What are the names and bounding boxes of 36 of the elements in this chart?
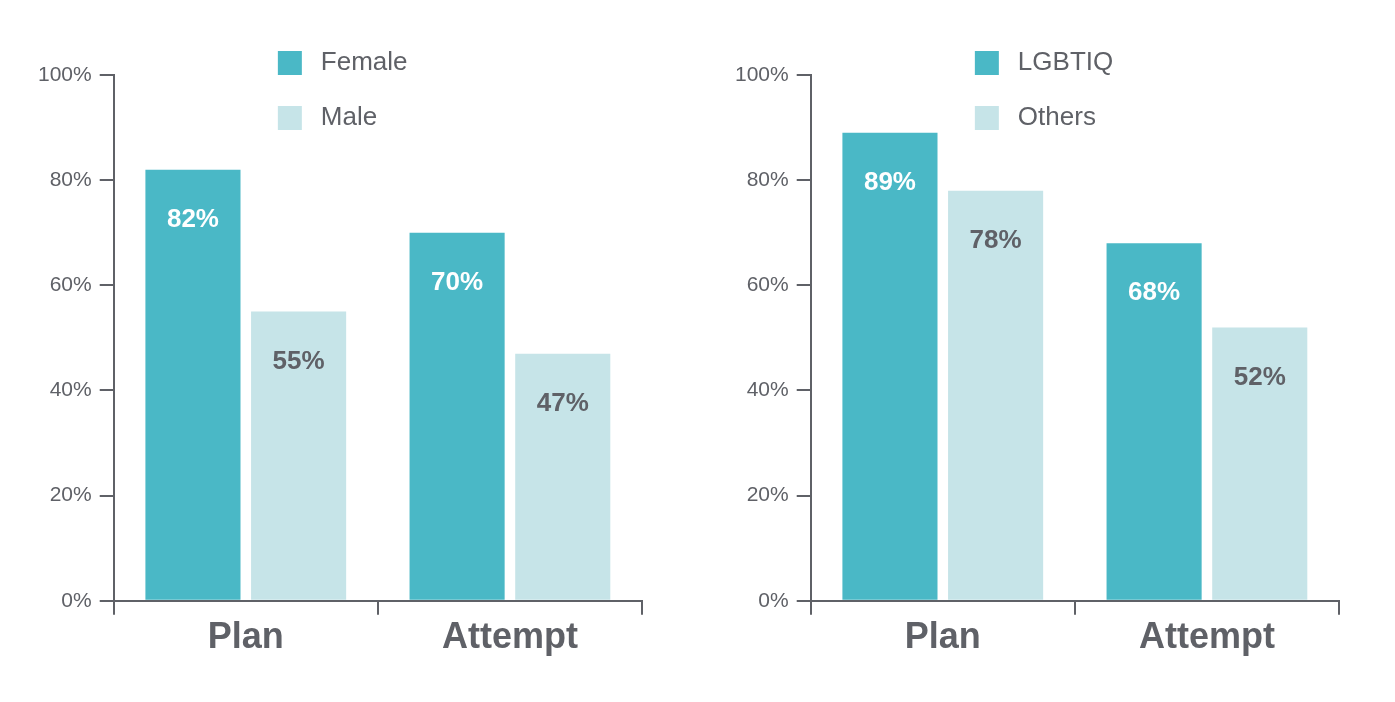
- text: 78%: [969, 223, 1022, 254]
- text: 55%: [272, 344, 325, 375]
- y-tick-label: 80%: [49, 166, 92, 190]
- x-tick-label: Attempt: [1138, 615, 1275, 657]
- bar: [515, 353, 611, 600]
- y-tick-label: 80%: [746, 166, 789, 190]
- y-tick-label: 60%: [49, 272, 92, 296]
- text: 70%: [431, 265, 484, 296]
- y-tick-label: 0%: [61, 587, 92, 611]
- text: 82%: [166, 202, 219, 233]
- legend-label: LGBTIQ: [1017, 46, 1114, 77]
- x-tick-label: Plan: [904, 615, 981, 657]
- legend-label: Female: [320, 46, 408, 77]
- y-tick-label: 20%: [746, 482, 789, 506]
- legend-label: Male: [320, 101, 378, 132]
- x-tick-label: Plan: [207, 615, 284, 657]
- bar: [409, 232, 505, 600]
- bar: [1212, 327, 1308, 600]
- bar: [842, 132, 938, 600]
- y-tick-label: 100%: [37, 61, 92, 85]
- bar: [948, 190, 1044, 600]
- text: 52%: [1233, 360, 1286, 391]
- text: 47%: [536, 386, 589, 417]
- bar: [251, 311, 347, 600]
- text: 89%: [863, 166, 916, 197]
- y-tick-label: 20%: [49, 482, 92, 506]
- y-tick-label: 0%: [758, 587, 789, 611]
- x-tick-label: Attempt: [441, 615, 578, 657]
- y-tick-label: 60%: [746, 272, 789, 296]
- y-tick-label: 40%: [49, 377, 92, 401]
- y-tick-label: 100%: [734, 61, 789, 85]
- legend-label: Others: [1017, 101, 1096, 132]
- bar: [1106, 243, 1202, 600]
- y-tick-label: 40%: [746, 377, 789, 401]
- text: 68%: [1128, 276, 1181, 307]
- bar: [145, 169, 241, 600]
